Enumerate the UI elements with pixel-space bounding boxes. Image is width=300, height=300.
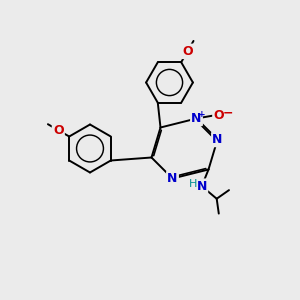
Text: O: O	[182, 45, 193, 58]
Text: H: H	[189, 179, 197, 189]
Text: N: N	[167, 172, 178, 185]
Text: N: N	[191, 112, 202, 125]
Text: O: O	[213, 109, 224, 122]
Text: +: +	[198, 110, 206, 119]
Text: −: −	[223, 106, 234, 119]
Text: O: O	[53, 124, 64, 137]
Text: N: N	[196, 180, 207, 193]
Text: N: N	[212, 133, 223, 146]
